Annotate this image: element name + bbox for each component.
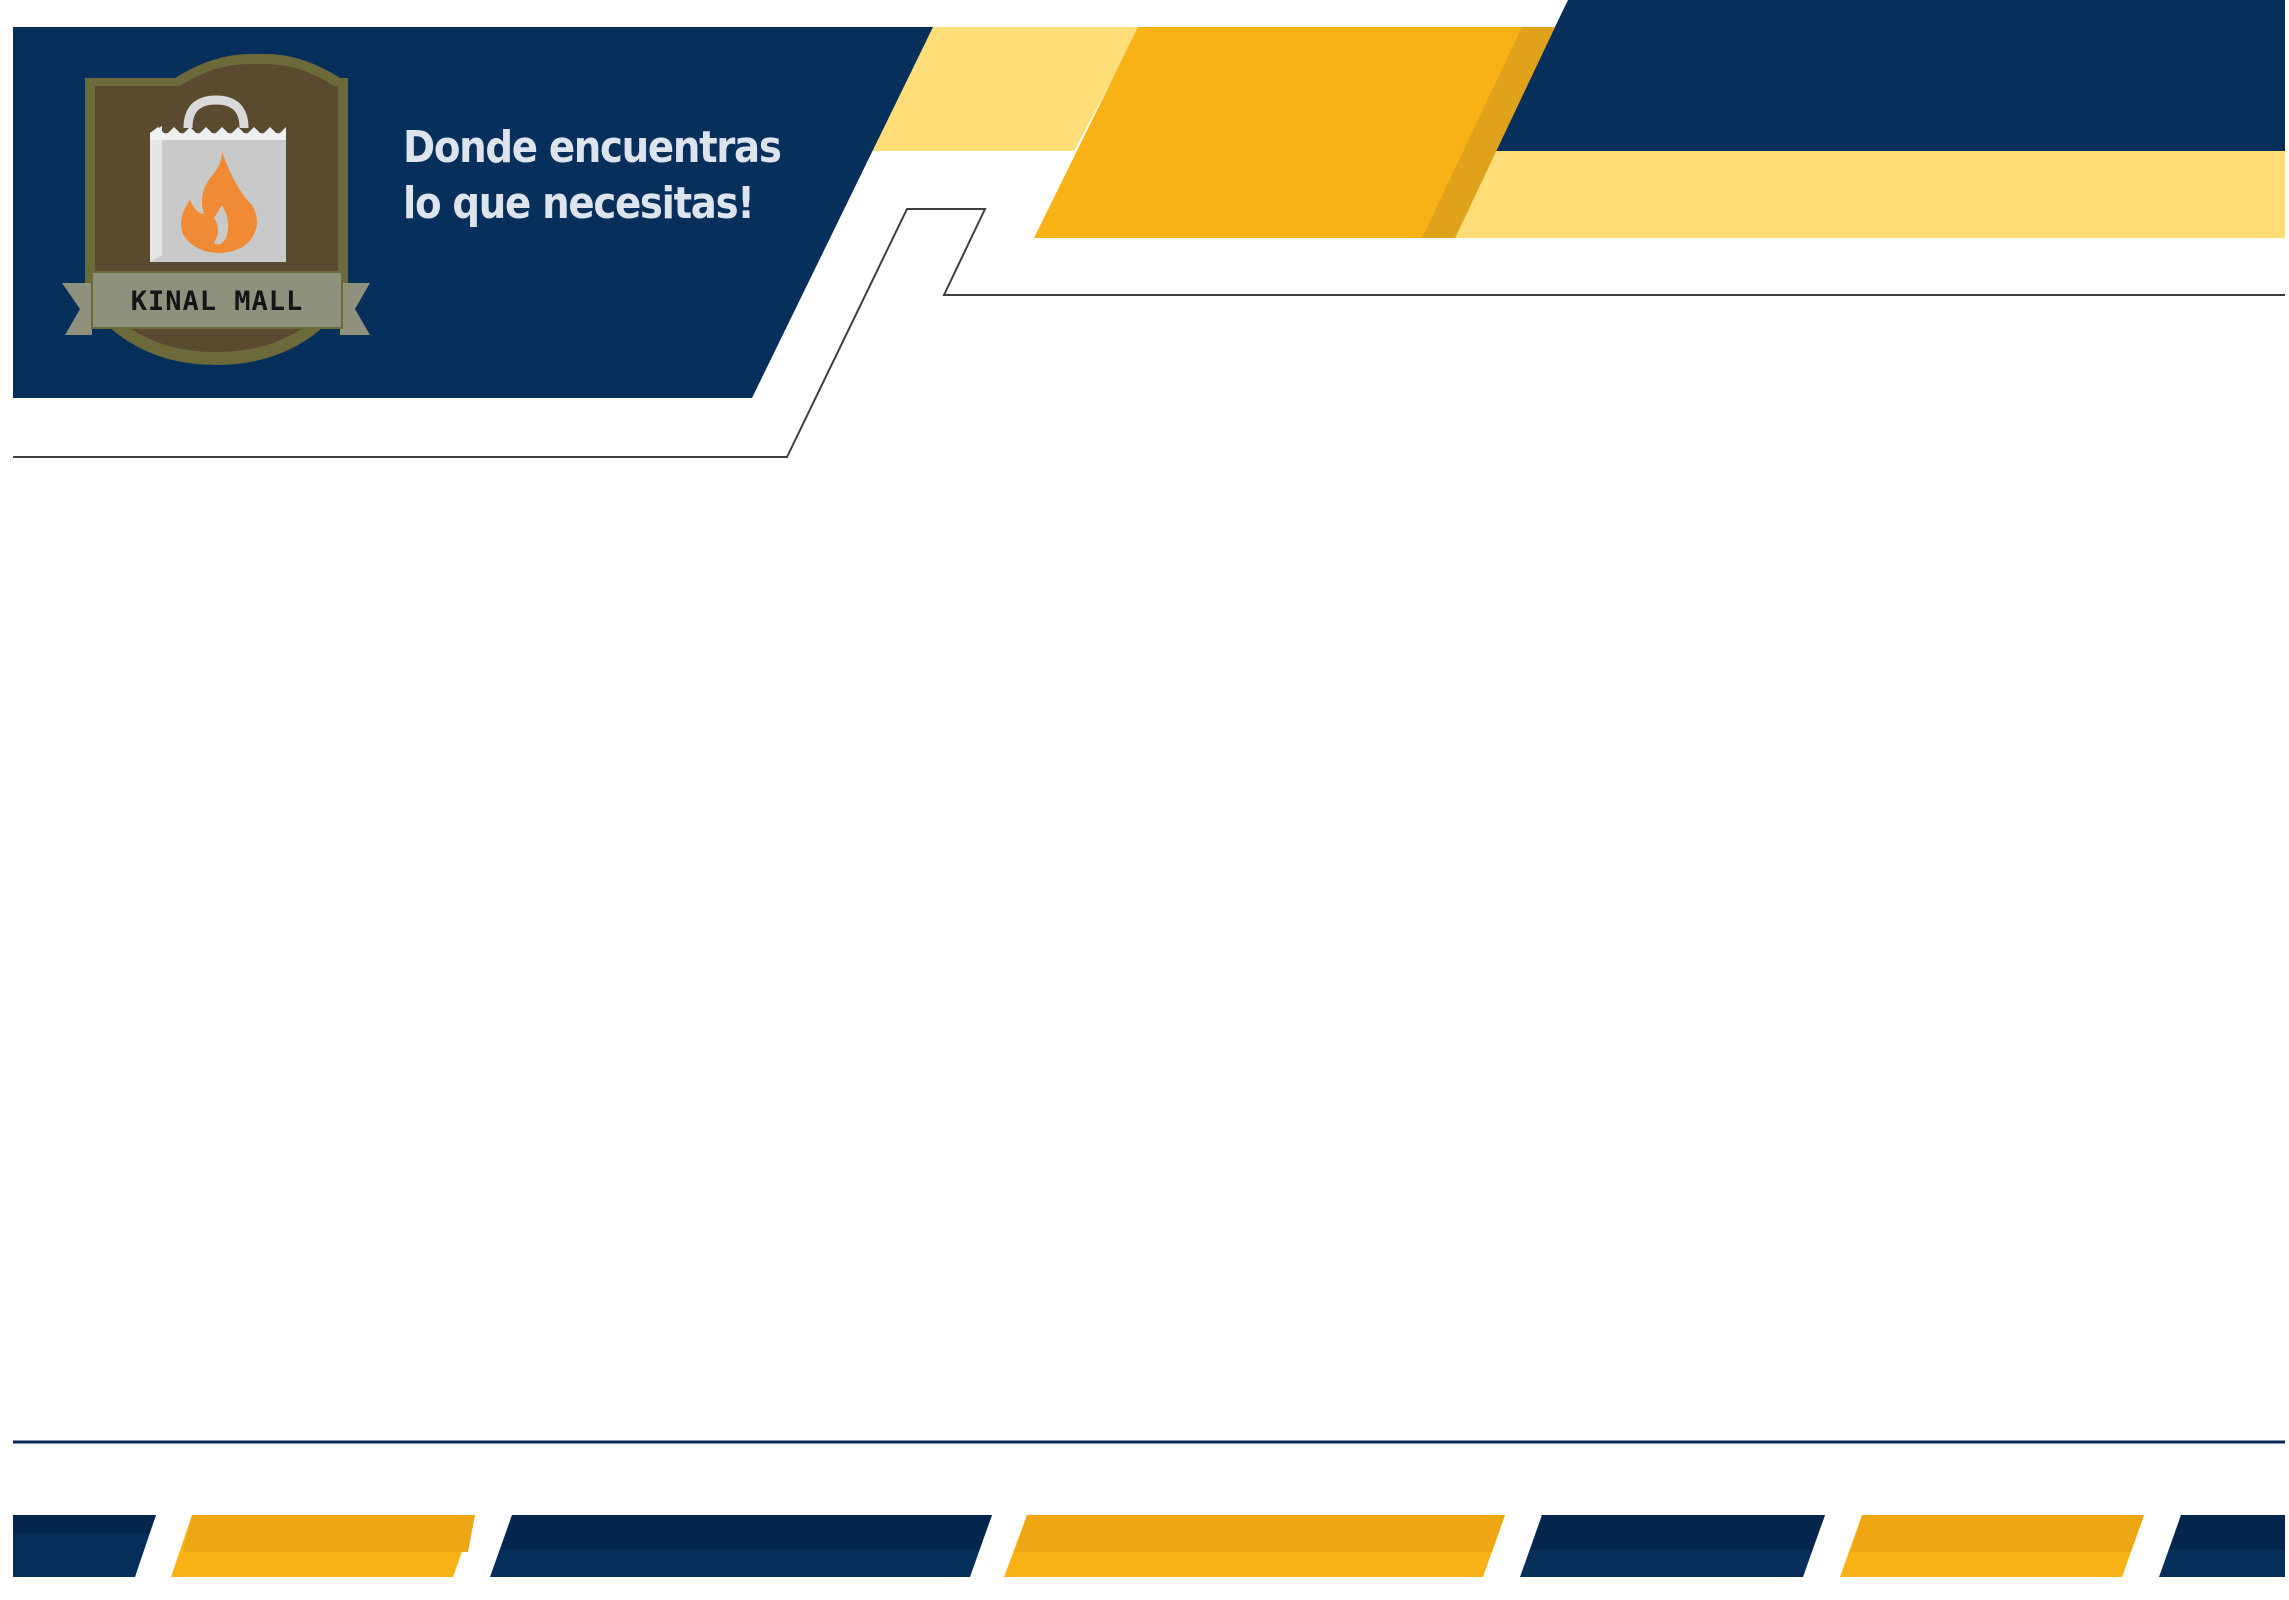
flame-icon <box>181 152 257 253</box>
footer-stripe-gold-3 <box>1840 1515 2144 1577</box>
footer-stripe-navy-2 <box>490 1515 992 1577</box>
footer-stripe-gold-2 <box>1004 1515 1505 1577</box>
shopping-bag-flame-icon <box>150 95 286 262</box>
logo-brand-text: KINAL MALL <box>131 286 304 317</box>
logo-ribbon-right-tail <box>340 283 370 335</box>
logo-ribbon <box>91 271 343 329</box>
pale-yellow-band-right <box>1455 151 2285 238</box>
tagline-line-2: lo que necesitas! <box>403 178 755 229</box>
gold-parallelogram <box>1034 27 1555 238</box>
tagline-line-1: Donde encuentras <box>403 122 782 173</box>
footer-stripe-navy-1 <box>13 1515 156 1577</box>
footer-stripe-gold-1 <box>171 1515 475 1577</box>
logo-ribbon-left-tail <box>62 283 92 335</box>
footer-stripe-navy-3 <box>1520 1515 1825 1577</box>
footer-stripes <box>13 1515 2285 1577</box>
top-right-navy-block <box>1495 0 2285 151</box>
header-tagline: Donde encuentras lo que necesitas! <box>403 120 782 232</box>
gold-parallelogram-shadow <box>1422 27 1555 238</box>
pale-yellow-band-left <box>870 27 1140 151</box>
kinal-mall-logo: KINAL MALL <box>62 53 370 365</box>
header-outline-line <box>13 208 2285 458</box>
footer-stripe-navy-4 <box>2159 1515 2285 1577</box>
